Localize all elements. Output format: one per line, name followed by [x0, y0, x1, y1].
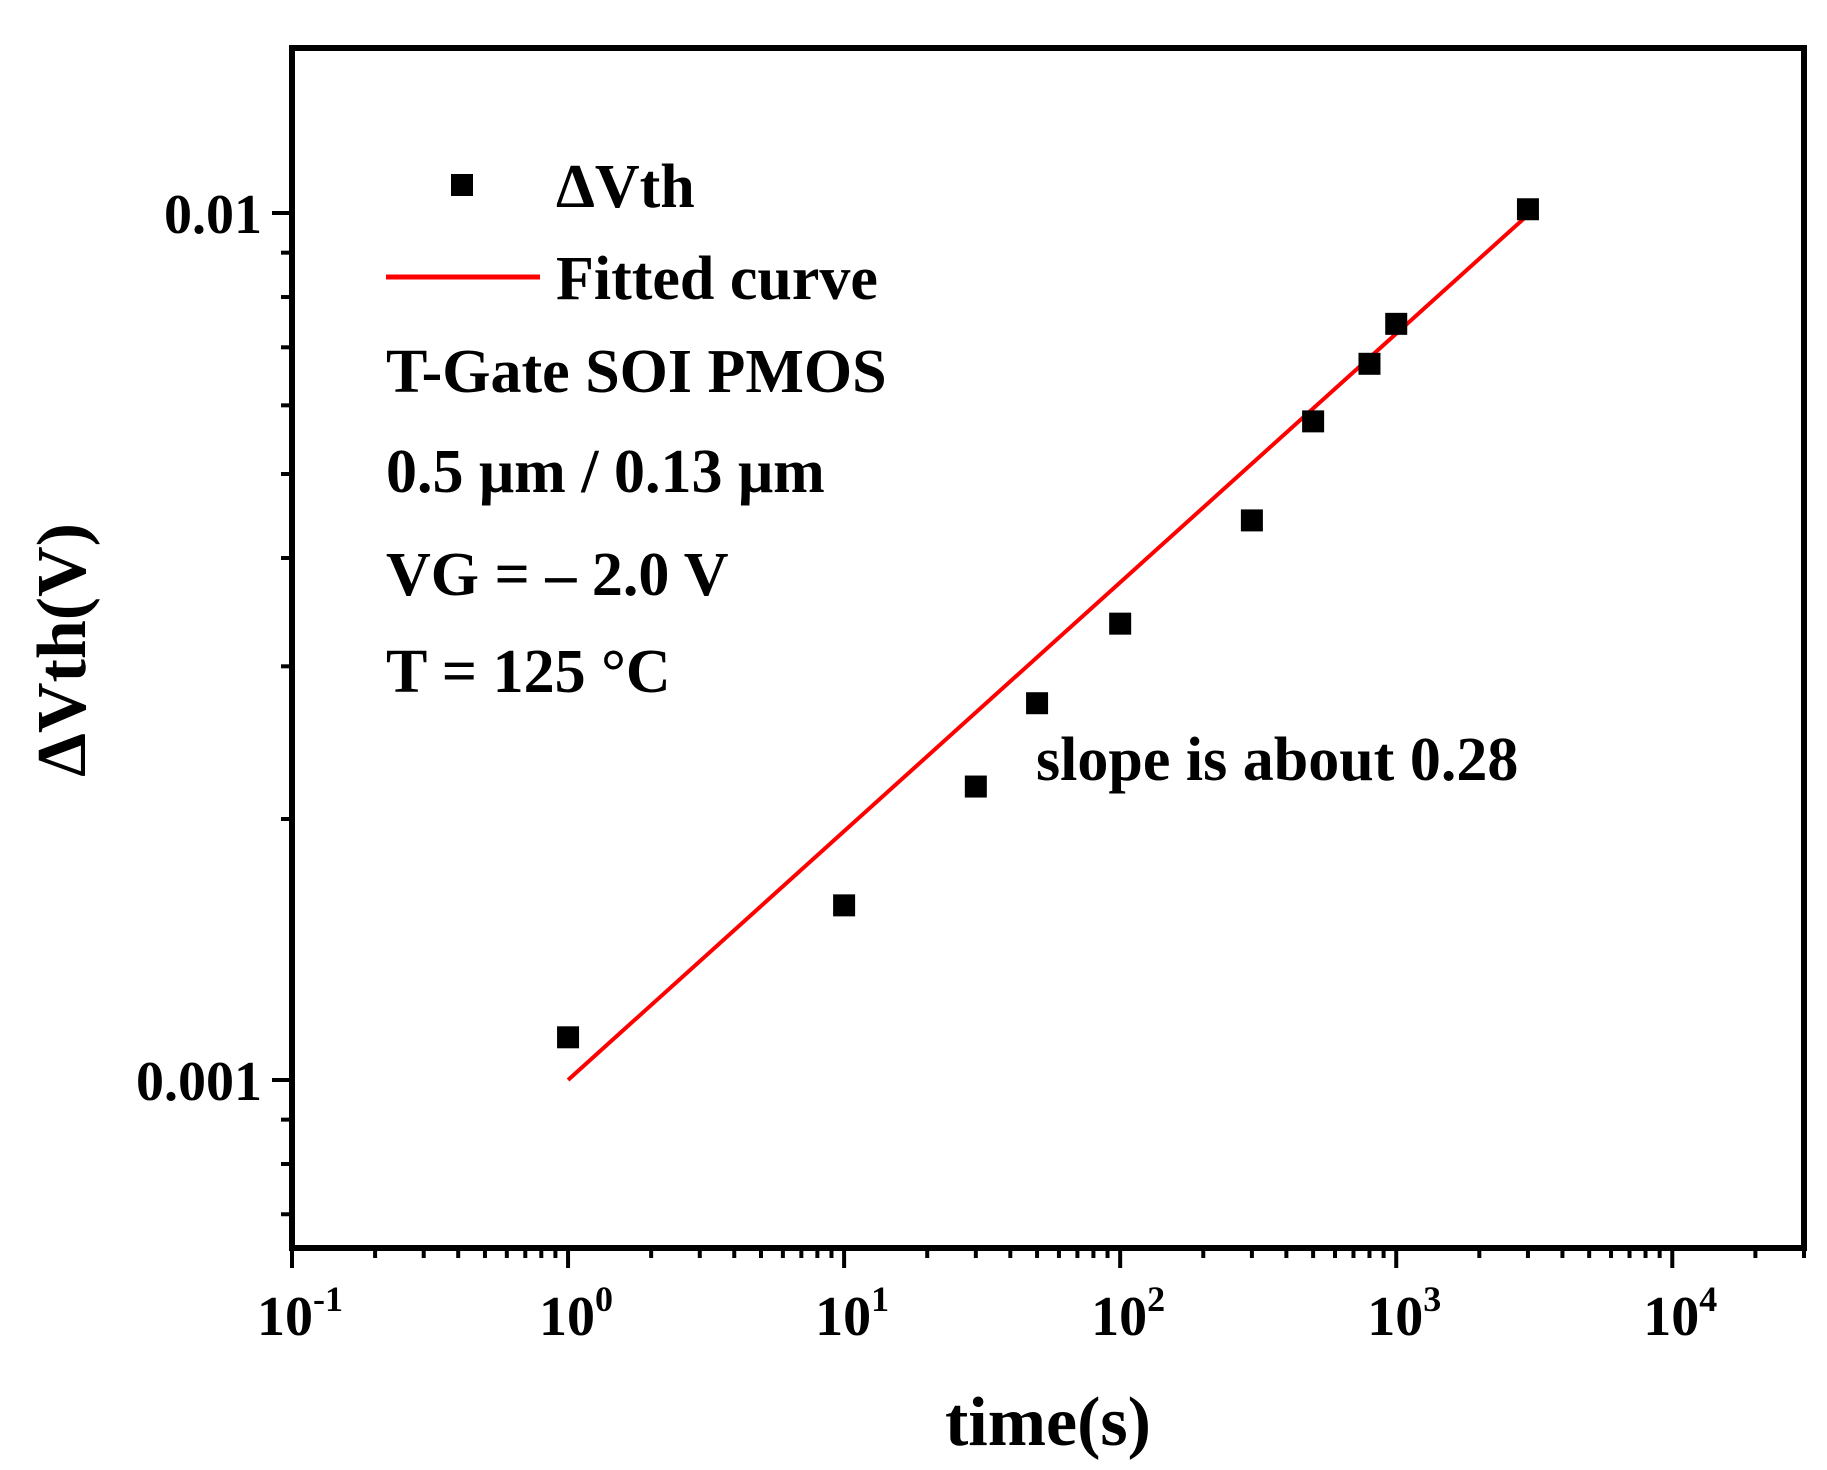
x-tick-exponent: 1	[871, 1279, 889, 1319]
x-tick-base: 10	[1091, 1286, 1147, 1348]
y-axis-title: ΔVth(V)	[24, 523, 101, 777]
data-point	[1516, 198, 1539, 221]
legend: ΔVth Fitted curve	[386, 153, 878, 313]
note-temperature: T = 125 °C	[386, 638, 671, 706]
x-tick-exponent: 3	[1423, 1279, 1441, 1319]
x-tick-exponent: -1	[313, 1279, 343, 1319]
x-tick-label: 10-1	[257, 1279, 343, 1348]
data-point	[1358, 352, 1381, 375]
x-tick-base: 10	[1367, 1286, 1423, 1348]
data-point	[557, 1026, 580, 1049]
legend-label-fitted-curve: Fitted curve	[556, 245, 878, 313]
data-point	[1302, 410, 1325, 433]
x-axis-tick-labels: 10-1 100 101 102 103 104	[257, 1279, 1717, 1348]
x-axis-title: time(s)	[945, 1384, 1151, 1461]
data-point	[1385, 312, 1408, 335]
x-tick-exponent: 2	[1147, 1279, 1165, 1319]
data-point	[1109, 612, 1132, 635]
delta-vth-series	[557, 198, 1539, 1049]
y-axis-tick-labels: 0.001 0.01	[136, 184, 262, 1113]
legend-label-delta-vth: ΔVth	[556, 153, 695, 221]
plot-frame	[289, 45, 1807, 1251]
x-tick-base: 10	[815, 1286, 871, 1348]
legend-marker-square	[451, 174, 473, 196]
slope-annotation: slope is about 0.28	[1036, 726, 1518, 794]
x-tick-label: 102	[1091, 1279, 1165, 1348]
data-point	[964, 775, 987, 798]
x-tick-label: 100	[539, 1279, 613, 1348]
note-gate-voltage: VG = – 2.0 V	[386, 541, 729, 609]
x-tick-label: 101	[815, 1279, 889, 1348]
data-point	[1026, 692, 1049, 715]
x-tick-label: 103	[1367, 1279, 1441, 1348]
x-tick-exponent: 0	[595, 1279, 613, 1319]
x-axis-ticks	[290, 1248, 1806, 1268]
y-axis-ticks	[272, 211, 292, 1217]
data-point	[1240, 509, 1263, 532]
y-tick-label: 0.01	[164, 184, 262, 246]
x-tick-label: 104	[1643, 1279, 1717, 1348]
x-tick-base: 10	[1643, 1286, 1699, 1348]
y-tick-label: 0.001	[136, 1051, 262, 1113]
note-device: T-Gate SOI PMOS	[386, 338, 887, 406]
note-dimensions: 0.5 μm / 0.13 μm	[386, 438, 825, 506]
x-tick-exponent: 4	[1699, 1279, 1717, 1319]
x-tick-base: 10	[539, 1286, 595, 1348]
data-point	[833, 894, 856, 917]
x-tick-base: 10	[257, 1286, 313, 1348]
